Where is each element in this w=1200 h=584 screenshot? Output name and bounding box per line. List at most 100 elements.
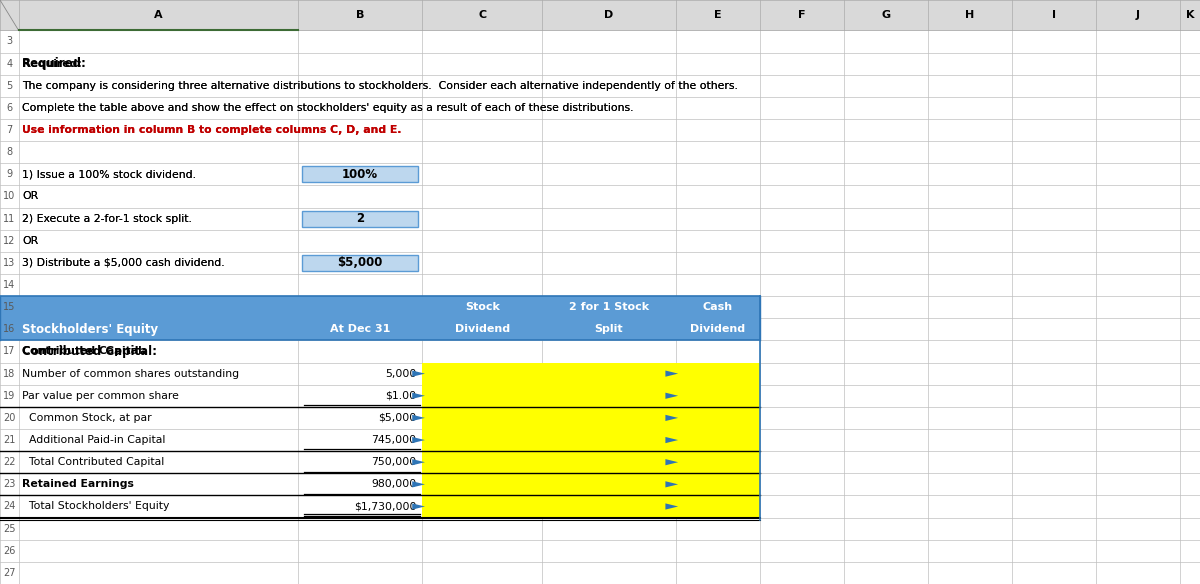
Text: $1,730,000: $1,730,000 <box>354 502 416 512</box>
Text: 15: 15 <box>4 302 16 312</box>
Polygon shape <box>413 459 425 465</box>
Bar <box>676 385 760 407</box>
Bar <box>298 318 422 340</box>
Text: The company is considering three alternative distributions to stockholders.  Con: The company is considering three alterna… <box>22 81 738 91</box>
Text: $5,000: $5,000 <box>378 413 416 423</box>
Text: 23: 23 <box>4 479 16 489</box>
Text: Use information in column B to complete columns C, D, and E.: Use information in column B to complete … <box>22 125 402 135</box>
Text: OR: OR <box>22 192 38 201</box>
Text: Par value per common share: Par value per common share <box>22 391 179 401</box>
Bar <box>542 318 676 340</box>
Text: 980,000: 980,000 <box>371 479 416 489</box>
Text: 27: 27 <box>4 568 16 578</box>
Text: C: C <box>479 10 486 20</box>
Text: Stockholders' Equity: Stockholders' Equity <box>22 323 158 336</box>
Bar <box>542 385 676 407</box>
Text: 25: 25 <box>4 524 16 534</box>
Bar <box>19 318 298 340</box>
Text: OR: OR <box>22 192 38 201</box>
Text: 6: 6 <box>6 103 12 113</box>
Bar <box>302 211 418 227</box>
Bar <box>0 0 1200 30</box>
Text: B: B <box>356 10 364 20</box>
Bar <box>422 385 542 407</box>
Text: 2: 2 <box>356 212 364 225</box>
Bar <box>422 429 542 451</box>
Polygon shape <box>666 503 678 510</box>
Bar <box>422 318 542 340</box>
Bar <box>542 429 676 451</box>
Bar <box>0 318 19 340</box>
Text: 5: 5 <box>6 81 12 91</box>
Bar <box>542 363 676 385</box>
Bar <box>676 429 760 451</box>
Text: 21: 21 <box>4 435 16 445</box>
Text: 11: 11 <box>4 214 16 224</box>
Text: I: I <box>1051 10 1056 20</box>
Polygon shape <box>666 415 678 421</box>
Text: 26: 26 <box>4 546 16 556</box>
Text: H: H <box>965 10 974 20</box>
Bar <box>0 296 19 318</box>
Text: E: E <box>714 10 721 20</box>
Text: Number of common shares outstanding: Number of common shares outstanding <box>22 369 239 378</box>
Text: Contributed Capital:: Contributed Capital: <box>22 346 146 356</box>
Text: 18: 18 <box>4 369 16 378</box>
Text: 1) Issue a 100% stock dividend.: 1) Issue a 100% stock dividend. <box>22 169 197 179</box>
Text: Dividend: Dividend <box>690 324 745 334</box>
Bar <box>676 473 760 495</box>
Bar <box>422 363 542 385</box>
Text: 12: 12 <box>4 236 16 246</box>
Text: 17: 17 <box>4 346 16 356</box>
Bar <box>19 296 298 318</box>
Text: $5,000: $5,000 <box>337 256 383 269</box>
Text: 3) Distribute a $5,000 cash dividend.: 3) Distribute a $5,000 cash dividend. <box>22 258 224 268</box>
Text: 1) Issue a 100% stock dividend.: 1) Issue a 100% stock dividend. <box>22 169 197 179</box>
Text: 750,000: 750,000 <box>371 457 416 467</box>
Text: Total Stockholders' Equity: Total Stockholders' Equity <box>22 502 169 512</box>
Text: Complete the table above and show the effect on stockholders' equity as a result: Complete the table above and show the ef… <box>22 103 634 113</box>
Text: 22: 22 <box>4 457 16 467</box>
Text: 16: 16 <box>4 324 16 334</box>
Bar <box>542 473 676 495</box>
Text: The company is considering three alternative distributions to stockholders.  Con: The company is considering three alterna… <box>22 81 738 91</box>
Polygon shape <box>666 459 678 465</box>
Polygon shape <box>666 481 678 488</box>
Bar <box>422 495 542 517</box>
Text: OR: OR <box>22 236 38 246</box>
Text: Dividend: Dividend <box>455 324 510 334</box>
Bar <box>302 166 418 182</box>
Text: 5,000: 5,000 <box>385 369 416 378</box>
Text: Required:: Required: <box>22 57 88 70</box>
Bar <box>422 451 542 473</box>
Text: 745,000: 745,000 <box>371 435 416 445</box>
Bar <box>542 296 676 318</box>
Text: K: K <box>1186 10 1194 20</box>
Text: 100%: 100% <box>342 168 378 181</box>
Text: A: A <box>154 10 162 20</box>
Text: 3) Distribute a $5,000 cash dividend.: 3) Distribute a $5,000 cash dividend. <box>22 258 224 268</box>
Text: G: G <box>881 10 890 20</box>
Text: 4: 4 <box>6 58 12 68</box>
Text: Contributed Capital:: Contributed Capital: <box>22 345 157 358</box>
Text: 14: 14 <box>4 280 16 290</box>
Text: Additional Paid-in Capital: Additional Paid-in Capital <box>22 435 166 445</box>
Text: 8: 8 <box>6 147 12 157</box>
Bar <box>542 407 676 429</box>
Bar <box>422 296 542 318</box>
Text: Common Stock, at par: Common Stock, at par <box>22 413 152 423</box>
Text: 20: 20 <box>4 413 16 423</box>
Text: $1.00: $1.00 <box>385 391 416 401</box>
Text: 24: 24 <box>4 502 16 512</box>
Text: Total Contributed Capital: Total Contributed Capital <box>22 457 164 467</box>
Text: J: J <box>1135 10 1140 20</box>
Text: 7: 7 <box>6 125 12 135</box>
Bar <box>676 451 760 473</box>
Polygon shape <box>413 481 425 488</box>
Text: 10: 10 <box>4 192 16 201</box>
Text: 2) Execute a 2-for-1 stock split.: 2) Execute a 2-for-1 stock split. <box>22 214 192 224</box>
Polygon shape <box>413 415 425 421</box>
Polygon shape <box>413 503 425 510</box>
Text: At Dec 31: At Dec 31 <box>330 324 390 334</box>
Bar <box>676 363 760 385</box>
